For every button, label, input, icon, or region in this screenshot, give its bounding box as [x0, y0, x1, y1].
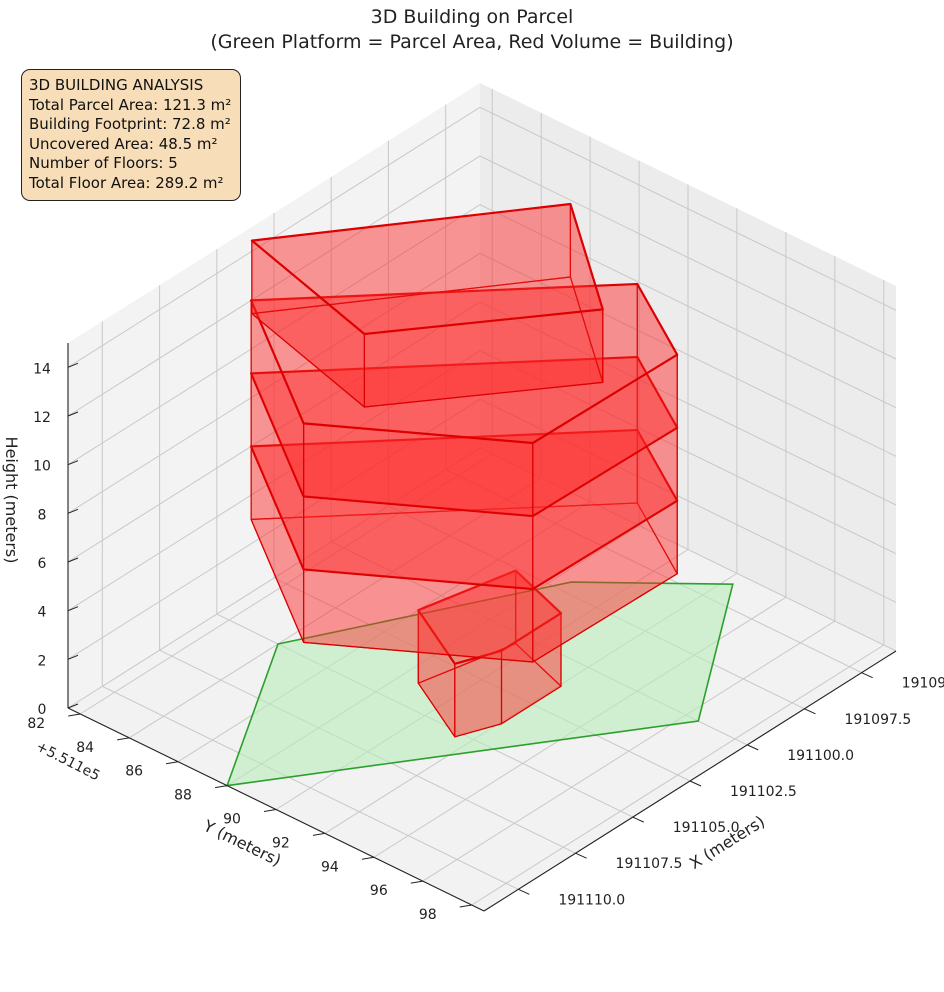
y-tick-label: 84 — [76, 740, 94, 756]
y-tick-label: 96 — [370, 883, 388, 899]
x-tick — [689, 780, 702, 787]
x-tick-label: 191105.0 — [673, 820, 740, 836]
y-tick — [117, 737, 130, 741]
parcel-platform — [225, 581, 734, 787]
y-tick-label: 94 — [321, 859, 339, 875]
analysis-info-box: 3D BUILDING ANALYSIS Total Parcel Area: … — [21, 69, 242, 201]
z-tick — [67, 557, 79, 563]
y-tick — [459, 904, 472, 908]
gridline-z — [67, 155, 897, 417]
info-total-parcel-area: Total Parcel Area: 121.3 m² — [29, 95, 232, 114]
x-tick-label: 191102.5 — [730, 784, 797, 800]
z-tick-label: 10 — [33, 459, 51, 475]
y-tick — [361, 856, 374, 860]
y-tick — [263, 809, 277, 812]
z-tick — [67, 460, 79, 466]
x-tick — [632, 816, 644, 823]
y-tick — [214, 785, 228, 789]
gridline-z — [67, 398, 897, 660]
x-tick — [575, 852, 587, 859]
z-tick — [67, 654, 79, 660]
x-tick — [747, 744, 759, 751]
level-1-side-4 — [454, 650, 503, 738]
building-level-5 — [250, 202, 604, 408]
z-tick — [67, 508, 79, 514]
z-tick — [67, 606, 79, 612]
info-uncovered-area: Uncovered Area: 48.5 m² — [29, 134, 218, 153]
z-tick-label: 4 — [38, 605, 47, 621]
gridline-z — [67, 350, 897, 612]
chart-title-line-2: (Green Platform = Parcel Area, Red Volum… — [210, 31, 734, 53]
y-tick — [312, 832, 326, 836]
level-5-top — [250, 202, 604, 336]
gridline-z — [67, 204, 897, 466]
y-tick-label: 92 — [272, 835, 290, 851]
z-tick-label: 12 — [33, 410, 51, 426]
chart-title-line-1: 3D Building on Parcel — [370, 6, 574, 28]
x-tick-label: 191095.0 — [902, 676, 944, 692]
z-tick-label: 2 — [38, 653, 47, 669]
x-tick — [518, 888, 530, 895]
x-tick-label: 191107.5 — [616, 856, 683, 872]
x-tick-label: 191110.0 — [558, 892, 625, 908]
y-tick — [410, 880, 423, 884]
z-tick-label: 14 — [33, 361, 51, 377]
gridline-z — [67, 106, 897, 368]
z-tick — [67, 411, 79, 417]
gridline-z — [67, 301, 897, 563]
info-total-floor-area: Total Floor Area: 289.2 m² — [29, 173, 224, 192]
building-level-2 — [250, 428, 679, 663]
info-number-of-floors: Number of Floors: 5 — [29, 154, 178, 173]
z-tick — [67, 703, 79, 709]
x-tick — [861, 672, 873, 679]
z-tick — [67, 362, 79, 368]
x-tick-label: 191097.5 — [844, 712, 911, 728]
y-tick-label: 82 — [27, 716, 45, 732]
z-axis-label: Height (meters) — [2, 437, 21, 564]
gridline-z — [67, 252, 897, 514]
y-tick-label: 88 — [174, 788, 192, 804]
info-building-footprint: Building Footprint: 72.8 m² — [29, 115, 231, 134]
x-tick-label: 191100.0 — [787, 748, 854, 764]
y-tick-label: 98 — [419, 907, 437, 923]
y-tick — [166, 761, 179, 765]
gridline-z — [67, 447, 897, 709]
z-tick-label: 8 — [38, 507, 47, 523]
info-heading: 3D BUILDING ANALYSIS — [29, 76, 204, 94]
y-tick — [68, 713, 81, 717]
z-tick-label: 6 — [38, 556, 47, 572]
z-tick-label: 0 — [38, 702, 47, 718]
y-tick-label: 90 — [223, 812, 241, 828]
building-level-1 — [417, 569, 563, 738]
y-tick-label: 86 — [125, 764, 143, 780]
x-tick — [804, 708, 816, 715]
building-level-4 — [250, 282, 679, 517]
